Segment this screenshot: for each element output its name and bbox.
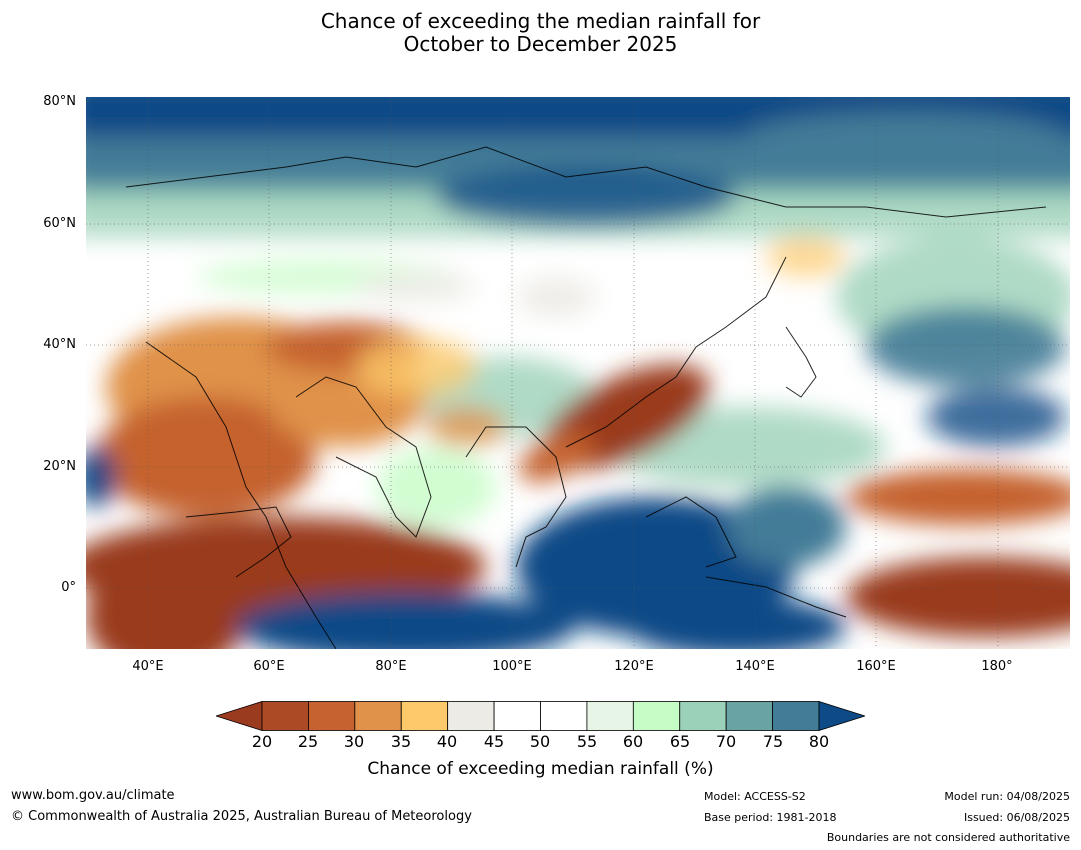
colorbar-tick: 50 [529, 732, 551, 751]
lon-label-120e: 120°E [614, 659, 654, 674]
lon-label-60e: 60°E [253, 659, 285, 674]
map-canvas [86, 97, 1070, 649]
issued-date: Issued: 06/08/2025 [963, 811, 1070, 824]
bom-url: www.bom.gov.au/climate [11, 788, 175, 803]
colorbar-segment [308, 701, 356, 731]
colorbar-segment [772, 701, 820, 731]
colorbar-tick: 40 [436, 732, 458, 751]
copyright: © Commonwealth of Australia 2025, Austra… [11, 809, 472, 824]
colorbar-segment [725, 701, 773, 731]
colorbar-extend-low [214, 700, 263, 732]
rainfall-map [86, 97, 1070, 649]
colorbar-tick: 80 [808, 732, 830, 751]
lat-label-60n: 60°N [43, 216, 76, 231]
colorbar-tick: 20 [251, 732, 273, 751]
colorbar-segment [261, 701, 309, 731]
colorbar-segment [679, 701, 727, 731]
colorbar-segment [447, 701, 495, 731]
boundaries-disclaimer: Boundaries are not considered authoritat… [826, 831, 1070, 844]
base-period: Base period: 1981-2018 [704, 811, 837, 824]
colorbar-segment [493, 701, 541, 731]
colorbar-svg [214, 700, 867, 732]
lon-label-180: 180° [981, 659, 1013, 674]
colorbar-tick: 65 [669, 732, 691, 751]
colorbar-tick: 45 [483, 732, 505, 751]
lon-label-80e: 80°E [375, 659, 407, 674]
lon-label-140e: 140°E [735, 659, 775, 674]
chart-title-line2: October to December 2025 [403, 32, 678, 56]
colorbar-label: Chance of exceeding median rainfall (%) [367, 759, 714, 779]
colorbar-segment [586, 701, 634, 731]
lat-label-40n: 40°N [43, 337, 76, 352]
colorbar-segment [540, 701, 588, 731]
lat-label-20n: 20°N [43, 459, 76, 474]
colorbar-tick: 60 [622, 732, 644, 751]
colorbar-tick: 55 [576, 732, 598, 751]
chart-title-line1: Chance of exceeding the median rainfall … [320, 9, 761, 33]
lon-label-100e: 100°E [492, 659, 532, 674]
colorbar-tick: 75 [762, 732, 784, 751]
colorbar-tick: 25 [297, 732, 319, 751]
colorbar-extend-high [818, 700, 867, 732]
colorbar-tick: 35 [390, 732, 412, 751]
lon-label-40e: 40°E [132, 659, 164, 674]
colorbar-tick: 30 [343, 732, 365, 751]
model-name: Model: ACCESS-S2 [704, 790, 806, 803]
lat-label-80n: 80°N [43, 94, 76, 109]
colorbar-segment [354, 701, 402, 731]
colorbar-tick: 70 [715, 732, 737, 751]
lon-label-160e: 160°E [856, 659, 896, 674]
colorbar [214, 700, 867, 732]
model-run-date: Model run: 04/08/2025 [944, 790, 1070, 803]
lat-label-0: 0° [61, 580, 76, 595]
colorbar-segment [632, 701, 681, 731]
colorbar-segment [400, 701, 449, 731]
